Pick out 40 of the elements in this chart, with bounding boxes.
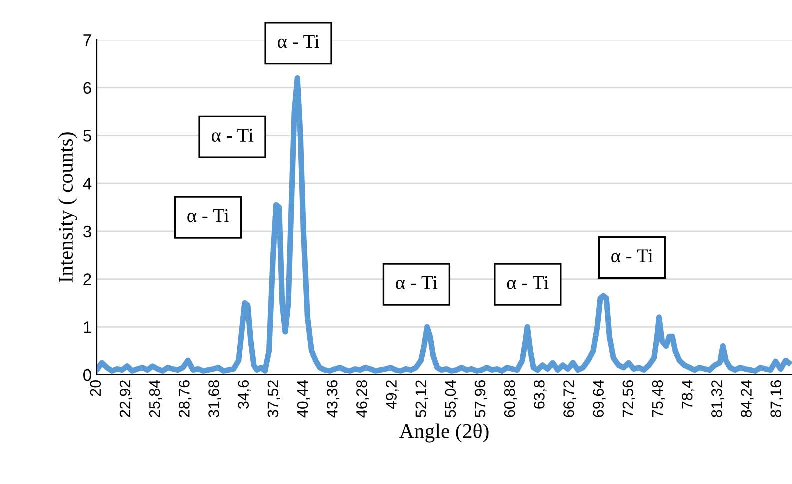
x-tick-label: 84,24	[741, 380, 754, 418]
x-tick-label: 57,96	[474, 380, 488, 418]
x-tick-label: 34,6	[238, 380, 251, 410]
annotation: α - Ti	[507, 276, 549, 290]
y-tick-label: 2	[84, 274, 92, 286]
y-tick-label: 6	[84, 82, 92, 94]
y-tick-label: 5	[84, 130, 92, 142]
x-tick-label: 46,28	[356, 380, 370, 418]
x-tick-label: 20	[90, 380, 102, 396]
x-tick-label: 52,12	[416, 380, 428, 418]
y-tick-label: 4	[83, 178, 92, 190]
annotation: α - Ti	[188, 209, 230, 222]
x-tick-label: 69,64	[593, 380, 606, 418]
y-tick-label: 1	[84, 322, 92, 334]
annotation: α - Ti	[396, 276, 438, 290]
y-tick-label: 3	[84, 226, 92, 238]
y-tick-label: 7	[84, 34, 92, 46]
x-tick-label: 40,44	[297, 380, 310, 418]
x-tick-label: 25,84	[149, 380, 162, 418]
x-tick-label: 75,48	[652, 380, 665, 418]
x-tick-label: 87,16	[770, 380, 784, 418]
y-tick-label: 0	[84, 369, 92, 382]
y-axis-title: Intensity ( counts)	[58, 132, 78, 283]
x-tick-label: 43,36	[326, 380, 340, 418]
x-tick-label: 37,52	[268, 380, 280, 418]
x-tick-label: 28,76	[179, 380, 192, 418]
x-tick-label: 72,56	[622, 380, 636, 418]
annotation: α - Ti	[612, 250, 654, 263]
x-tick-label: 49,2	[386, 380, 399, 410]
x-tick-label: 31,68	[208, 380, 222, 418]
x-tick-label: 78,4	[682, 380, 695, 409]
annotation: α - Ti	[278, 35, 320, 48]
x-axis-title: Angle (2θ)	[400, 424, 489, 443]
x-tick-label: 66,72	[564, 380, 576, 418]
annotation: α - Ti	[212, 128, 254, 142]
x-tick-label: 60,88	[504, 380, 518, 418]
x-tick-label: 63,8	[534, 380, 547, 409]
x-tick-label: 22,92	[120, 380, 132, 418]
x-tick-label: 55,04	[445, 380, 458, 418]
x-tick-label: 81,32	[712, 380, 724, 418]
